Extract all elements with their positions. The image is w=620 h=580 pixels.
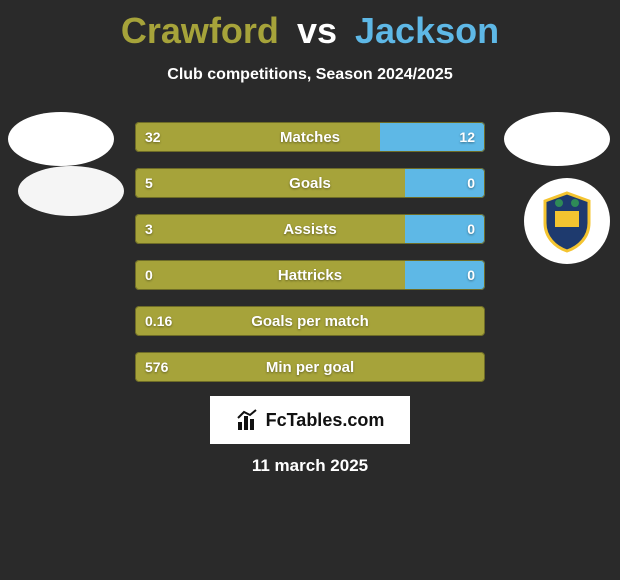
bar-chart-icon [236, 408, 260, 432]
stat-bar-row: 30Assists [135, 214, 485, 244]
stat-label: Goals [135, 168, 485, 198]
subtitle: Club competitions, Season 2024/2025 [0, 66, 620, 84]
player2-name: Jackson [355, 10, 499, 51]
stat-label: Hattricks [135, 260, 485, 290]
comparison-title: Crawford vs Jackson [0, 0, 620, 52]
player1-avatar-placeholder [8, 112, 114, 166]
player2-avatar-placeholder [504, 112, 610, 166]
stat-bar-row: 00Hattricks [135, 260, 485, 290]
stat-bar-row: 50Goals [135, 168, 485, 198]
stat-label: Assists [135, 214, 485, 244]
stats-bars-container: 3212Matches 50Goals 30Assists 00Hattricks 0.… [135, 122, 485, 398]
brand-text: FcTables.com [266, 410, 385, 431]
brand-logo-box: FcTables.com [210, 396, 410, 444]
player1-name: Crawford [121, 10, 279, 51]
stat-label: Matches [135, 122, 485, 152]
stat-bar-row: 576Min per goal [135, 352, 485, 382]
vs-text: vs [297, 10, 337, 51]
stat-bar-row: 3212Matches [135, 122, 485, 152]
player2-club-crest [524, 178, 610, 264]
stat-label: Min per goal [135, 352, 485, 382]
player1-club-placeholder [18, 166, 124, 216]
snapshot-date: 11 march 2025 [0, 456, 620, 476]
stat-bar-row: 0.16Goals per match [135, 306, 485, 336]
stat-label: Goals per match [135, 306, 485, 336]
